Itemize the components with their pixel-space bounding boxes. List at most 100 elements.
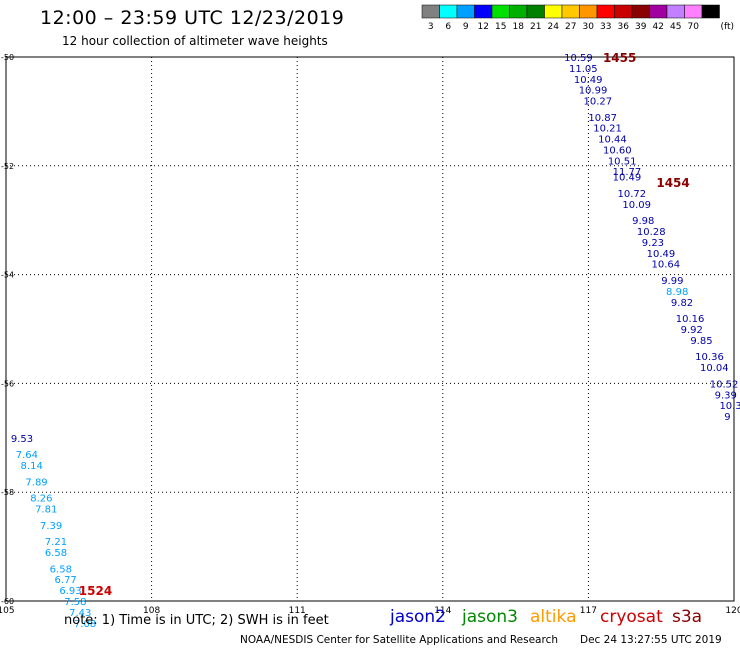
color-scale-swatch <box>421 4 440 19</box>
color-scale-label: 70 <box>688 22 700 32</box>
color-scale-label: 21 <box>530 22 541 32</box>
track-time-label: 1455 <box>603 51 636 65</box>
swh-data-label: 10.27 <box>584 97 613 108</box>
swh-data-label: 9.98 <box>632 216 654 227</box>
swh-data-label: 11.77 <box>613 167 642 178</box>
y-tick-label: -56 <box>1 379 14 388</box>
footer-timestamp: Dec 24 13:27:55 UTC 2019 <box>580 634 722 646</box>
swh-data-label: 10.49 <box>613 173 642 184</box>
swh-data-label: 6.58 <box>50 564 72 575</box>
color-scale-swatch <box>631 4 650 19</box>
swh-data-label: 10.99 <box>579 86 608 97</box>
swh-data-label: 9.82 <box>671 298 693 309</box>
swh-data-label: 7.39 <box>40 521 62 532</box>
color-scale-label: 42 <box>653 22 664 32</box>
chart-subtitle: 12 hour collection of altimeter wave hei… <box>62 34 328 48</box>
color-scale-label: 30 <box>583 22 595 32</box>
legend-jason2: jason2 <box>390 607 446 627</box>
x-tick-label: 111 <box>289 606 306 616</box>
swh-data-label: 7.08 <box>74 619 96 630</box>
color-scale-swatch <box>544 4 563 19</box>
swh-data-label: 10.64 <box>651 260 680 271</box>
color-scale-label: 12 <box>478 22 489 32</box>
swh-data-label: 6.93 <box>59 586 81 597</box>
color-scale-swatch <box>474 4 493 19</box>
color-scale-swatch <box>456 4 475 19</box>
x-tick-label: 105 <box>0 606 15 616</box>
swh-data-label: 7.89 <box>25 477 47 488</box>
legend-cryosat: cryosat <box>600 607 663 627</box>
legend-s3a: s3a <box>672 607 703 627</box>
color-scale-label: 36 <box>618 22 630 32</box>
color-scale-label: 9 <box>463 22 469 32</box>
y-tick-label: -52 <box>1 162 14 171</box>
y-tick-label: -54 <box>1 271 14 280</box>
color-scale-label: 45 <box>670 22 681 32</box>
color-scale-label: 24 <box>548 22 560 32</box>
swh-data-label: 10.87 <box>588 113 617 124</box>
footer-note: note: 1) Time is in UTC; 2) SWH is in fe… <box>64 613 329 628</box>
swh-data-label: 7.58 <box>64 597 86 608</box>
swh-data-label: 9 <box>724 412 730 423</box>
swh-data-label: 9.92 <box>681 325 703 336</box>
swh-data-label: 9.85 <box>690 336 712 347</box>
color-scale-label: 18 <box>513 22 525 32</box>
swh-data-label: 8.26 <box>30 494 52 505</box>
color-scale-swatch <box>596 4 615 19</box>
x-tick-label: 117 <box>580 606 597 616</box>
swh-data-label: 9.99 <box>661 276 683 287</box>
swh-data-label: 9.39 <box>715 390 737 401</box>
swh-data-label: 10.44 <box>598 135 627 146</box>
swh-data-label: 10.51 <box>608 156 637 167</box>
y-tick-label: -50 <box>1 53 14 62</box>
swh-data-label: 10.28 <box>637 227 666 238</box>
swh-data-label: 10.60 <box>603 145 632 156</box>
x-tick-label: 114 <box>434 606 451 616</box>
swh-data-label: 10.72 <box>618 189 647 200</box>
color-scale-swatch <box>561 4 580 19</box>
swh-data-label: 7.43 <box>69 608 91 619</box>
swh-data-label: 6.77 <box>55 575 77 586</box>
swh-data-label: 7.81 <box>35 505 57 516</box>
color-scale-label: 27 <box>565 22 576 32</box>
swh-data-label: 10.21 <box>593 124 622 135</box>
legend-jason3: jason3 <box>462 607 518 627</box>
color-scale-swatch <box>614 4 633 19</box>
swh-data-label: 10.3 <box>719 401 740 412</box>
swh-data-label: 10.52 <box>710 379 739 390</box>
color-scale-label: 3 <box>428 22 434 32</box>
track-time-label: 1524 <box>79 584 112 598</box>
swh-data-label: 10.59 <box>564 53 593 64</box>
color-scale-swatch <box>439 4 458 19</box>
swh-data-label: 10.36 <box>695 352 724 363</box>
footer-credit: NOAA/NESDIS Center for Satellite Applica… <box>240 634 558 646</box>
swh-data-label: 8.98 <box>666 287 688 298</box>
color-scale-unit: (ft) <box>721 22 735 32</box>
color-scale-label: 6 <box>445 22 451 32</box>
swh-data-label: 8.14 <box>21 461 43 472</box>
swh-data-label: 9.53 <box>11 434 33 445</box>
color-scale-swatch <box>509 4 528 19</box>
swh-data-label: 7.21 <box>45 537 67 548</box>
x-tick-label: 108 <box>143 606 160 616</box>
swh-data-label: 10.49 <box>574 75 603 86</box>
color-scale-swatch <box>579 4 598 19</box>
color-scale-swatch <box>649 4 668 19</box>
legend-altika: altika <box>530 607 577 627</box>
swh-data-label: 10.16 <box>676 314 705 325</box>
swh-data-label: 10.09 <box>622 200 651 211</box>
swh-data-label: 6.58 <box>45 548 67 559</box>
plot-frame <box>5 56 735 602</box>
color-scale-swatch <box>491 4 510 19</box>
swh-data-label: 9.23 <box>642 238 664 249</box>
color-scale-swatch <box>684 4 703 19</box>
swh-data-label: 10.49 <box>647 249 676 260</box>
y-tick-label: -60 <box>1 597 14 606</box>
color-scale-label: 39 <box>635 22 647 32</box>
color-scale-swatch <box>666 4 685 19</box>
swh-data-label: 7.64 <box>16 450 38 461</box>
color-scale-label: 33 <box>600 22 611 32</box>
color-scale-swatch <box>526 4 545 19</box>
track-time-label: 1454 <box>656 176 689 190</box>
